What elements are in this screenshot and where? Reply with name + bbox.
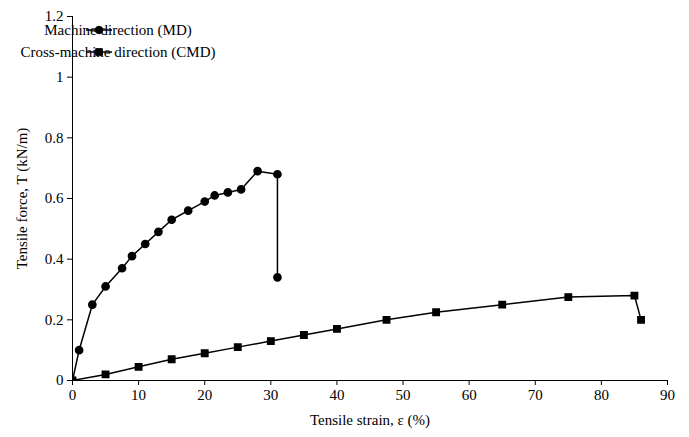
- svg-text:Tensile strain, ε (%): Tensile strain, ε (%): [310, 412, 430, 429]
- svg-text:30: 30: [263, 387, 278, 403]
- svg-text:Tensile force, T (kN/m): Tensile force, T (kN/m): [14, 128, 31, 270]
- svg-text:Machine direction (MD): Machine direction (MD): [44, 22, 191, 39]
- svg-text:40: 40: [329, 387, 344, 403]
- svg-text:90: 90: [660, 387, 675, 403]
- svg-text:0.4: 0.4: [45, 251, 64, 267]
- svg-text:Cross-machine direction (CMD): Cross-machine direction (CMD): [21, 44, 216, 61]
- svg-text:80: 80: [594, 387, 609, 403]
- svg-text:0.2: 0.2: [45, 312, 64, 328]
- svg-text:0.6: 0.6: [45, 190, 64, 206]
- svg-text:1.2: 1.2: [44, 8, 64, 25]
- svg-text:70: 70: [528, 387, 543, 403]
- svg-text:50: 50: [396, 387, 411, 403]
- svg-text:10: 10: [131, 387, 146, 403]
- svg-text:0: 0: [69, 387, 77, 403]
- svg-text:60: 60: [462, 387, 477, 403]
- svg-text:1: 1: [56, 69, 64, 85]
- svg-text:0.8: 0.8: [45, 130, 64, 146]
- svg-text:20: 20: [197, 387, 212, 403]
- svg-text:0: 0: [56, 372, 64, 388]
